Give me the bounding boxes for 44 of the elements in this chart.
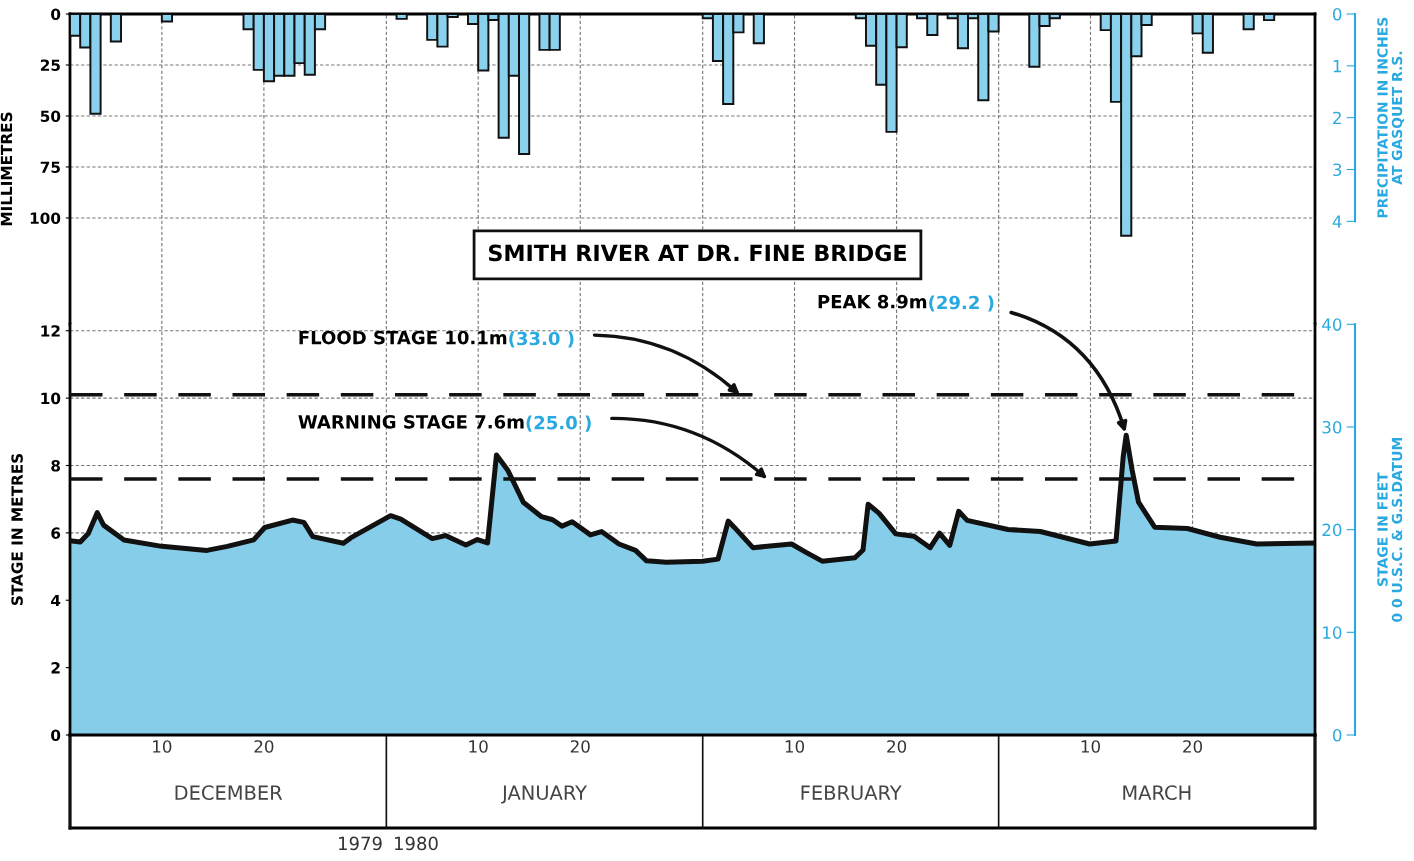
y2-tick-label: 30 <box>1322 420 1342 434</box>
y2-tick-label: 3 <box>1333 163 1342 177</box>
text: 1980 <box>394 836 438 851</box>
y-tick-label: 100 <box>30 212 61 224</box>
y2-tick-label: 0 <box>1332 7 1342 21</box>
y2-tick-label: 40 <box>1322 318 1342 331</box>
x-tick-label: 10 <box>1081 740 1100 753</box>
ref-line-label: WARNING STAGE 7.6m(25.0 ) <box>298 414 591 432</box>
y-tick-label: 4 <box>51 594 61 607</box>
y2-tick-label: 0 <box>1332 728 1342 742</box>
y2-axis-title: STAGE IN FEET 0 0 U.S.C. & G.S.DATUM <box>1377 438 1403 622</box>
y2-tick-label: 10 <box>1323 626 1342 639</box>
x-tick-label: 20 <box>887 740 907 753</box>
y-axis-title: STAGE IN METRES <box>11 453 23 606</box>
x-tick-label: 10 <box>469 740 488 753</box>
x-tick-label: 20 <box>1183 740 1203 753</box>
y2-tick-label: 4 <box>1332 215 1342 228</box>
ref-line-label: FLOOD STAGE 10.1m(33.0 ) <box>299 330 574 348</box>
annotation: PEAK 8.9m(29.2 ) <box>818 294 994 312</box>
y-tick-label: 10 <box>41 392 61 405</box>
y-tick-label: 0 <box>51 729 61 742</box>
x-tick-label: 10 <box>153 740 172 753</box>
y-tick-label: 12 <box>41 325 60 337</box>
y-tick-label: 75 <box>40 161 60 173</box>
y-tick-label: 25 <box>40 59 60 72</box>
x2-tick-label: MARCH <box>1123 785 1191 800</box>
y-tick-label: 2 <box>51 662 60 674</box>
text: 1979 <box>339 836 382 851</box>
x-tick-label: 10 <box>785 740 805 753</box>
x2-tick-label: JANUARY <box>501 785 588 804</box>
y-tick-label: 8 <box>51 459 61 472</box>
x-tick-label: 20 <box>570 740 590 753</box>
y-axis-title: MILLIMETRES <box>0 112 13 226</box>
y2-tick-label: 1 <box>1333 60 1341 73</box>
x-tick-label: 20 <box>254 740 274 753</box>
y2-tick-label: 20 <box>1322 523 1342 537</box>
text: SMITH RIVER AT DR. FINE BRIDGE <box>489 244 906 262</box>
x2-tick-label: FEBRUARY <box>801 785 902 800</box>
y2-axis-title: PRECIPITATION IN INCHES AT GASQUET R.S. <box>1377 17 1405 218</box>
x2-tick-label: DECEMBER <box>175 785 283 800</box>
y-tick-label: 6 <box>51 527 61 539</box>
y-tick-label: 50 <box>40 110 61 122</box>
y-tick-label: 0 <box>51 8 61 21</box>
y2-tick-label: 2 <box>1333 111 1341 125</box>
